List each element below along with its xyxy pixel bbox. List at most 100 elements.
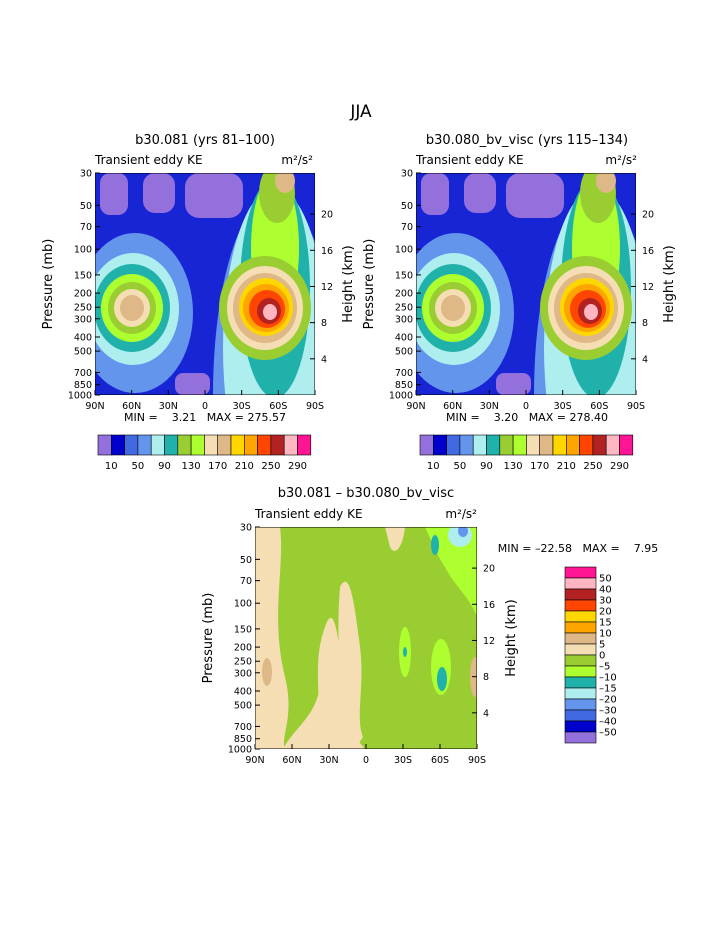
colorbar-swatch (486, 434, 501, 456)
y-tick-label: 1000 (228, 745, 252, 756)
y-tick-label: 500 (74, 347, 92, 358)
colorbar-swatch (217, 434, 232, 456)
colorbar-swatch (564, 599, 597, 612)
colorbar-label: 50 (454, 461, 467, 472)
colorbar-label: 210 (235, 461, 254, 472)
x-tick-label: 90S (627, 401, 645, 412)
colorbar-swatch (564, 731, 597, 744)
colorbar-swatch (499, 434, 514, 456)
height-tick-label: 16 (483, 600, 495, 611)
colorbar-label: 290 (288, 461, 307, 472)
panel-1-title: b30.081 (yrs 81–100) (135, 133, 275, 148)
y-tick-label: 700 (74, 368, 92, 379)
panel-3-subtitle: Transient eddy KE (254, 507, 363, 521)
y-tick-label: 70 (80, 222, 92, 233)
y-tick-label: 30 (80, 169, 92, 180)
x-tick-label: 90N (245, 755, 264, 766)
y-tick-label: 30 (401, 169, 413, 180)
y-tick-label: 1000 (68, 391, 92, 402)
colorbar-swatch (552, 434, 567, 456)
x-tick-label: 0 (523, 401, 529, 412)
y-tick-label: 30 (240, 523, 252, 534)
colorbar-swatch (564, 632, 597, 645)
x-tick-label: 30S (554, 401, 572, 412)
colorbar-swatch (526, 434, 541, 456)
colorbar-label: 210 (557, 461, 576, 472)
height-tick-label: 12 (483, 636, 495, 647)
colorbar-label: 30 (599, 596, 612, 607)
min-max-stats: MIN = 3.20 MAX = 278.40 (446, 411, 608, 424)
height-tick-label: 8 (642, 318, 648, 329)
contour-s-top2 (275, 173, 295, 193)
y-tick-label: 250 (74, 303, 92, 314)
x-tick-label: 90S (468, 755, 486, 766)
colorbar-label: –30 (599, 706, 617, 717)
panel-2-title: b30.080_bv_visc (yrs 115–134) (426, 133, 628, 148)
height-tick-label: 4 (321, 354, 327, 365)
panel-2-units: m²/s² (605, 153, 637, 167)
colorbar-swatch (564, 577, 597, 590)
y-tick-label: 70 (240, 576, 252, 587)
min-region-3 (185, 173, 243, 218)
colorbar-swatch (150, 434, 165, 456)
colorbar-swatch (419, 434, 434, 456)
y-tick-label: 200 (234, 643, 252, 654)
height-tick-label: 8 (483, 672, 489, 683)
y-tick-label: 850 (395, 380, 413, 391)
y-axis-title-right: Height (km) (662, 245, 677, 322)
y-tick-label: 700 (395, 368, 413, 379)
colorbar-swatch (564, 720, 597, 733)
colorbar-swatch (270, 434, 285, 456)
x-tick-label: 0 (202, 401, 208, 412)
colorbar-swatch (564, 621, 597, 634)
y-axis-title: Pressure (mb) (362, 239, 377, 330)
y-tick-label: 400 (395, 332, 413, 343)
y-tick-label: 100 (74, 245, 92, 256)
negative-core-2 (437, 667, 447, 691)
colorbar-swatch (564, 709, 597, 722)
colorbar-swatch (564, 643, 597, 656)
positive-region-4 (338, 581, 363, 749)
colorbar-swatch (592, 434, 607, 456)
y-tick-label: 100 (395, 245, 413, 256)
height-tick-label: 12 (321, 282, 333, 293)
y-tick-label: 850 (74, 380, 92, 391)
min-region-1 (100, 173, 128, 215)
positive-max-1 (262, 658, 272, 686)
y-tick-label: 50 (80, 201, 92, 212)
y-axis-title-right: Height (km) (341, 245, 356, 322)
x-tick-label: 60N (443, 401, 462, 412)
colorbar-swatch (564, 654, 597, 667)
panel-1-plot (95, 173, 315, 395)
colorbar-label: 10 (105, 461, 118, 472)
colorbar-label: 20 (599, 607, 612, 618)
x-tick-label: 60N (282, 755, 301, 766)
colorbar-label: 250 (583, 461, 602, 472)
colorbar-swatch (564, 588, 597, 601)
height-tick-label: 8 (321, 318, 327, 329)
height-tick-label: 16 (321, 246, 333, 257)
colorbar-swatch (579, 434, 594, 456)
colorbar-label: 5 (599, 640, 605, 651)
positive-region-5 (385, 527, 405, 551)
panel-1-units: m²/s² (281, 153, 313, 167)
x-tick-label: 60S (269, 401, 287, 412)
positive-region-3 (283, 648, 345, 749)
colorbar-swatch (204, 434, 218, 456)
y-axis-title: Pressure (mb) (41, 239, 56, 330)
colorbar-label: 130 (182, 461, 201, 472)
colorbar-swatch (111, 434, 125, 456)
x-tick-label: 60S (590, 401, 608, 412)
colorbar-swatch (230, 434, 245, 456)
y-tick-label: 250 (234, 657, 252, 668)
colorbar-swatch (124, 434, 139, 456)
height-tick-label: 4 (483, 708, 489, 719)
colorbar-swatch (137, 434, 152, 456)
contour-n-peak (120, 295, 144, 321)
y-tick-label: 200 (74, 289, 92, 300)
y-tick-label: 300 (395, 314, 413, 325)
x-tick-label: 30N (480, 401, 499, 412)
bg-negative (255, 527, 477, 749)
height-tick-label: 12 (642, 282, 654, 293)
